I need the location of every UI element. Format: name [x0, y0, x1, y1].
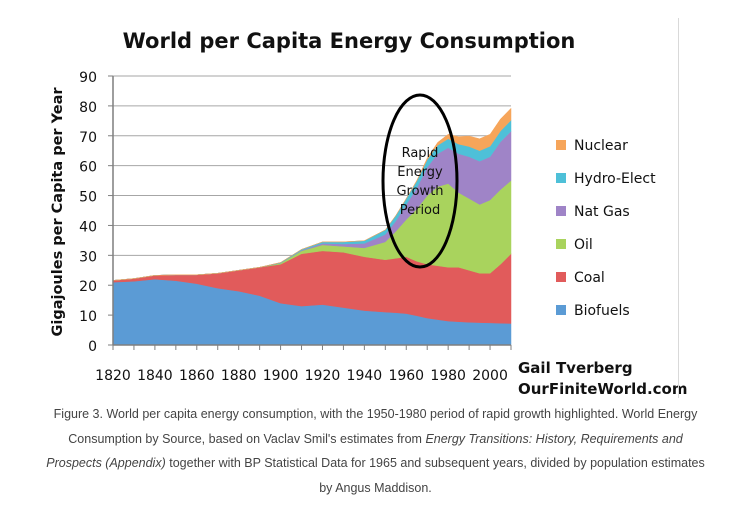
- legend-swatch-hydro-elect: [556, 173, 566, 183]
- y-axis-label: Gigajoules per Capita per Year: [50, 87, 66, 337]
- y-tick-label: 20: [79, 279, 97, 295]
- y-tick-label: 0: [88, 339, 97, 355]
- annotation-line: Energy: [397, 165, 443, 180]
- y-tick-label: 60: [79, 160, 97, 176]
- highlight-ellipse: [381, 93, 459, 269]
- annotation-line: Period: [400, 203, 441, 218]
- y-tick-label: 80: [79, 100, 97, 116]
- x-tick-label: 2000: [472, 368, 508, 384]
- website-credit: OurFiniteWorld.com: [518, 380, 688, 398]
- legend-label-nat-gas: Nat Gas: [574, 204, 630, 220]
- caption-text-end: together with BP Statistical Data for 19…: [165, 456, 705, 495]
- x-tick-label: 1900: [263, 368, 299, 384]
- x-tick-labels: 1820 1840 1860 1880 1900 1920 1940 1960 1980 2000: [95, 368, 508, 384]
- legend-label-biofuels: Biofuels: [574, 303, 630, 319]
- x-tick-label: 1980: [430, 368, 466, 384]
- caption-book-title: Energy Transitions: History, Requirement…: [46, 431, 683, 471]
- annotation-line: Rapid: [402, 146, 439, 161]
- legend-swatch-oil: [556, 239, 566, 249]
- x-tick-label: 1940: [347, 368, 383, 384]
- y-tick-label: 40: [79, 219, 97, 235]
- legend: Nuclear Hydro-Elect Nat Gas Oil Coal Biofuels: [556, 138, 656, 319]
- x-tick-label: 1960: [388, 368, 424, 384]
- legend-label-hydro-elect: Hydro-Elect: [574, 171, 656, 187]
- y-tick-label: 70: [79, 130, 97, 146]
- legend-swatch-nat-gas: [556, 206, 566, 216]
- rapid-growth-annotation: Rapid Energy Growth Period: [381, 93, 459, 269]
- caption-text: Figure 3. World per capita energy consum…: [53, 407, 698, 446]
- legend-label-nuclear: Nuclear: [574, 138, 628, 154]
- x-tick-label: 1820: [95, 368, 131, 384]
- x-tick-label: 1920: [305, 368, 341, 384]
- x-tick-label: 1880: [221, 368, 257, 384]
- y-tick-label: 50: [79, 190, 97, 206]
- x-tick-label: 1860: [179, 368, 215, 384]
- energy-area-chart: World per Capita Energy Consumption Giga…: [50, 29, 688, 398]
- x-tick-label: 1840: [137, 368, 173, 384]
- annotation-line: Growth: [396, 184, 443, 199]
- y-tick-labels: 0 10 20 30 40 50 60 70 80 90: [79, 70, 97, 355]
- y-tick-label: 10: [79, 309, 97, 325]
- legend-label-coal: Coal: [574, 270, 605, 286]
- area-nuclear: [112, 107, 512, 281]
- legend-swatch-nuclear: [556, 140, 566, 150]
- y-tick-label: 30: [79, 249, 97, 265]
- chart-figure: World per Capita Energy Consumption Giga…: [50, 29, 688, 398]
- chart-title: World per Capita Energy Consumption: [123, 29, 576, 53]
- figure-frame-border: [678, 18, 679, 398]
- legend-swatch-biofuels: [556, 305, 566, 315]
- axes: [108, 75, 512, 350]
- y-tick-label: 90: [79, 70, 97, 86]
- legend-swatch-coal: [556, 272, 566, 282]
- figure-caption: Figure 3. World per capita energy consum…: [40, 402, 711, 500]
- author-credit: Gail Tverberg: [518, 359, 633, 377]
- legend-label-oil: Oil: [574, 237, 593, 253]
